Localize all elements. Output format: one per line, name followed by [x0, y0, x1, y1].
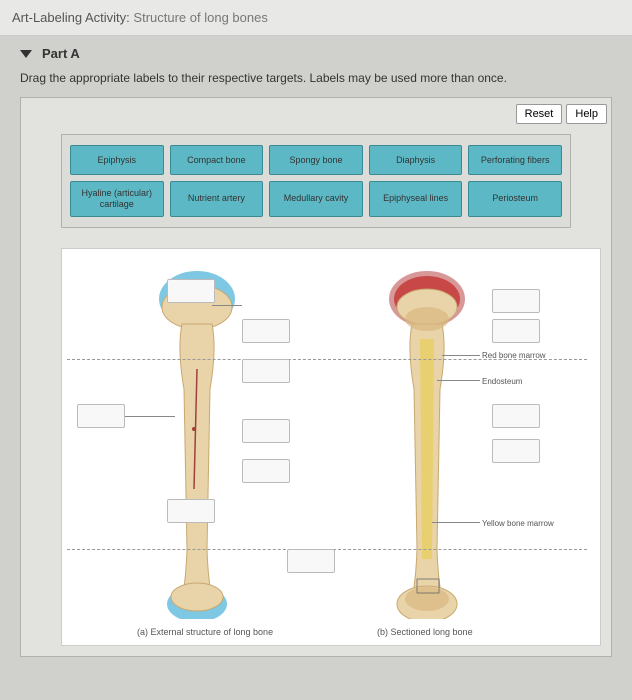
- drop-target[interactable]: [167, 499, 215, 523]
- activity-type-label: Art-Labeling Activity:: [12, 10, 130, 25]
- caret-down-icon: [20, 50, 32, 58]
- label-chip-epiphyseal-lines[interactable]: Epiphyseal lines: [369, 181, 463, 217]
- drop-target[interactable]: [167, 279, 215, 303]
- leader-line: [437, 380, 480, 381]
- activity-canvas: Reset Help Epiphysis Compact bone Spongy…: [20, 97, 612, 657]
- part-title: Part A: [42, 46, 80, 61]
- label-chip-perforating-fibers[interactable]: Perforating fibers: [468, 145, 562, 175]
- activity-title: Art-Labeling Activity: Structure of long…: [12, 10, 620, 25]
- ann-endosteum: Endosteum: [482, 377, 522, 386]
- label-chip-epiphysis[interactable]: Epiphysis: [70, 145, 164, 175]
- label-chip-hyaline-cartilage[interactable]: Hyaline (articular) cartilage: [70, 181, 164, 217]
- reset-button[interactable]: Reset: [516, 104, 563, 124]
- top-buttons: Reset Help: [516, 104, 607, 124]
- caption-a: (a) External structure of long bone: [137, 627, 273, 637]
- caption-b: (b) Sectioned long bone: [377, 627, 473, 637]
- drop-target[interactable]: [287, 549, 335, 573]
- drop-target[interactable]: [242, 459, 290, 483]
- label-chip-compact-bone[interactable]: Compact bone: [170, 145, 264, 175]
- part-header[interactable]: Part A: [20, 46, 612, 61]
- instructions-text: Drag the appropriate labels to their res…: [20, 71, 612, 85]
- label-chip-nutrient-artery[interactable]: Nutrient artery: [170, 181, 264, 217]
- bone-sectioned-svg: [372, 269, 482, 619]
- drop-target[interactable]: [242, 319, 290, 343]
- label-chip-diaphysis[interactable]: Diaphysis: [369, 145, 463, 175]
- leader-line: [125, 416, 175, 417]
- label-chip-spongy-bone[interactable]: Spongy bone: [269, 145, 363, 175]
- leader-line: [442, 355, 480, 356]
- diagram-area: Red bone marrow Endosteum Yellow bone ma…: [61, 248, 601, 646]
- activity-header: Art-Labeling Activity: Structure of long…: [0, 0, 632, 36]
- drop-target[interactable]: [492, 319, 540, 343]
- drop-target[interactable]: [492, 404, 540, 428]
- ann-yellow-marrow: Yellow bone marrow: [482, 519, 554, 528]
- drop-target[interactable]: [242, 419, 290, 443]
- part-section: Part A Drag the appropriate labels to th…: [0, 36, 632, 657]
- label-chip-periosteum[interactable]: Periosteum: [468, 181, 562, 217]
- ann-red-marrow: Red bone marrow: [482, 351, 546, 360]
- label-chip-medullary-cavity[interactable]: Medullary cavity: [269, 181, 363, 217]
- leader-line: [212, 305, 242, 306]
- drop-target[interactable]: [492, 439, 540, 463]
- bone-external-svg: [142, 269, 252, 619]
- drop-target[interactable]: [77, 404, 125, 428]
- drop-target[interactable]: [492, 289, 540, 313]
- leader-line: [432, 522, 480, 523]
- activity-subtitle: Structure of long bones: [133, 10, 267, 25]
- label-bank: Epiphysis Compact bone Spongy bone Diaph…: [61, 134, 571, 228]
- help-button[interactable]: Help: [566, 104, 607, 124]
- drop-target[interactable]: [242, 359, 290, 383]
